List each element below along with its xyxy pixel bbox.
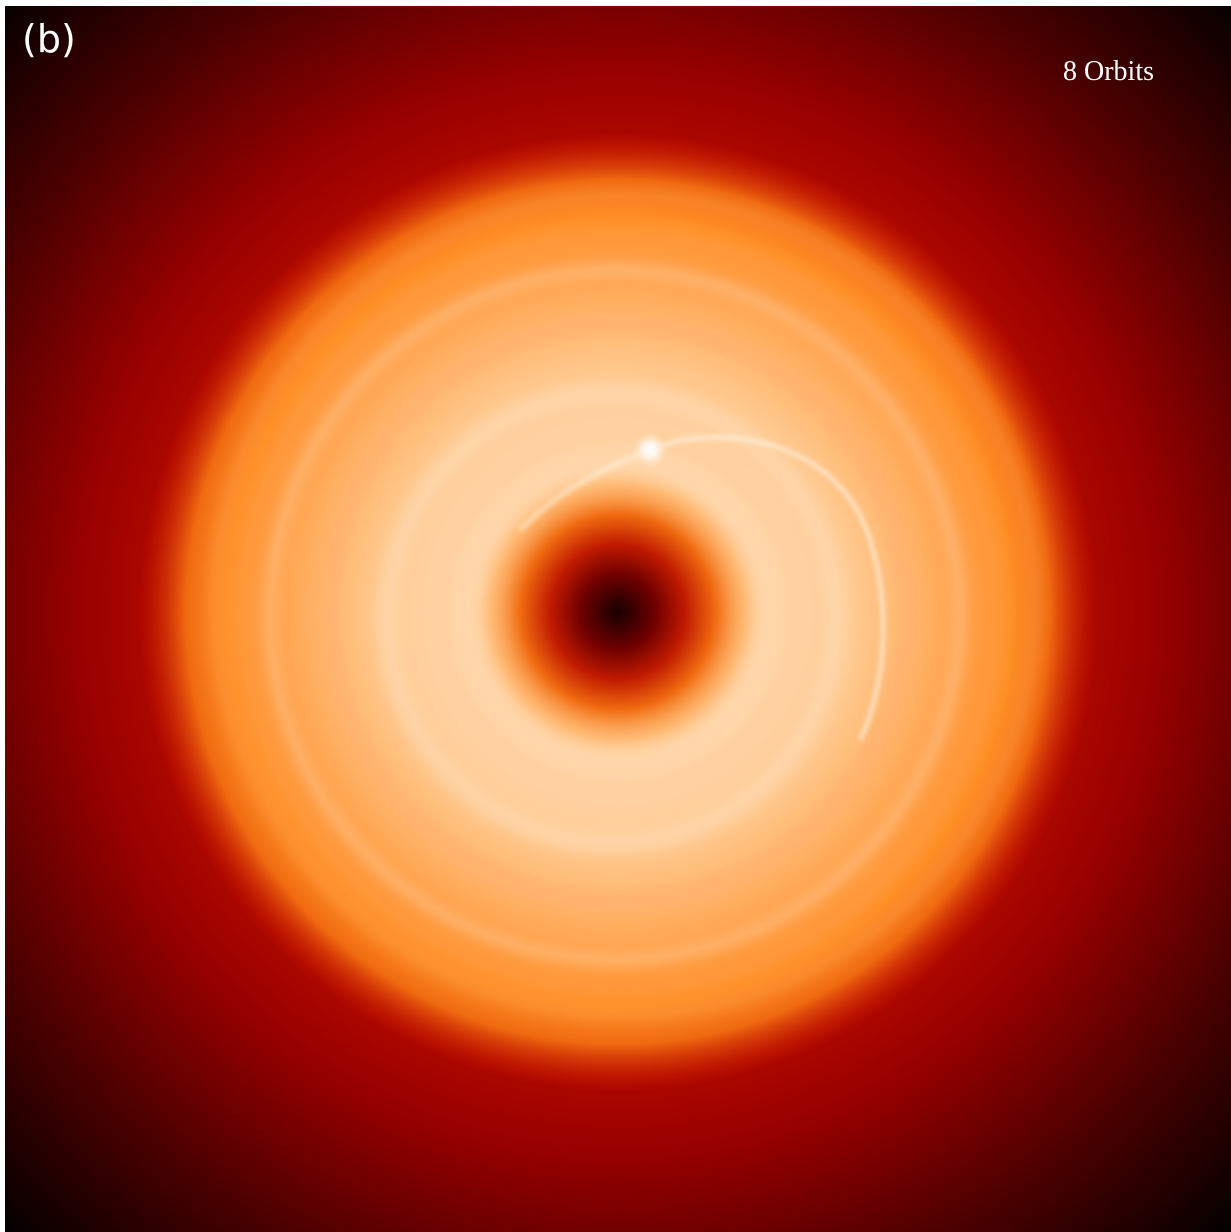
inner-cavity xyxy=(468,462,768,762)
simulation-figure: (b) 8 Orbits xyxy=(0,0,1231,1232)
orbit-annotation: 8 Orbits xyxy=(1063,56,1154,87)
planet xyxy=(632,432,668,468)
page: (b) 8 Orbits (() => { const data = JSON.… xyxy=(0,0,1231,1232)
panel-label: (b) xyxy=(22,17,76,61)
